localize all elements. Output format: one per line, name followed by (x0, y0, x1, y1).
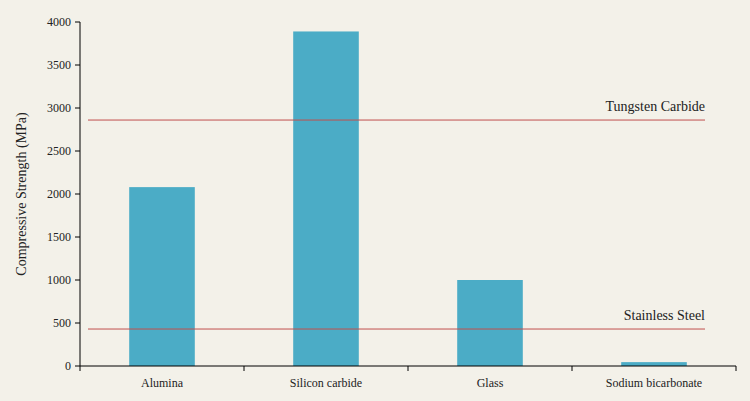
chart-svg: Tungsten Carbide Stainless Steel 0 500 1000 1… (0, 0, 750, 401)
y-tick-label: 500 (53, 316, 71, 330)
y-tick (75, 151, 80, 152)
y-tick (75, 237, 80, 238)
reference-label: Tungsten Carbide (606, 99, 705, 114)
chart-container: Tungsten Carbide Stainless Steel 0 500 1000 1… (0, 0, 750, 401)
x-tick (244, 366, 245, 371)
bar (457, 280, 523, 366)
bar (129, 187, 195, 366)
bar (621, 362, 687, 366)
y-tick-label: 2500 (47, 144, 71, 158)
x-tick (572, 366, 573, 371)
y-tick (75, 194, 80, 195)
y-tick-label: 3000 (47, 101, 71, 115)
y-tick (75, 280, 80, 281)
bar (293, 31, 359, 366)
background (0, 0, 750, 401)
y-tick-label: 3500 (47, 58, 71, 72)
x-tick-label: Silicon carbide (290, 376, 362, 390)
y-tick (75, 108, 80, 109)
y-tick (75, 65, 80, 66)
x-tick (408, 366, 409, 371)
plot-area (88, 31, 705, 366)
x-tick (80, 366, 81, 371)
y-tick-label: 1000 (47, 273, 71, 287)
x-tick (736, 366, 737, 371)
y-tick-label: 0 (65, 359, 71, 373)
reference-label: Stainless Steel (624, 308, 705, 323)
y-tick (75, 366, 80, 367)
y-tick-label: 4000 (47, 15, 71, 29)
x-tick-label: Alumina (141, 376, 184, 390)
x-tick-label: Sodium bicarbonate (606, 376, 702, 390)
reference-line (88, 120, 705, 121)
reference-line (88, 329, 705, 330)
y-tick (75, 22, 80, 23)
y-tick-label: 2000 (47, 187, 71, 201)
y-tick (75, 323, 80, 324)
y-tick-label: 1500 (47, 230, 71, 244)
y-axis-label: Compressive Strength (MPa) (14, 112, 30, 276)
x-tick-label: Glass (477, 376, 504, 390)
